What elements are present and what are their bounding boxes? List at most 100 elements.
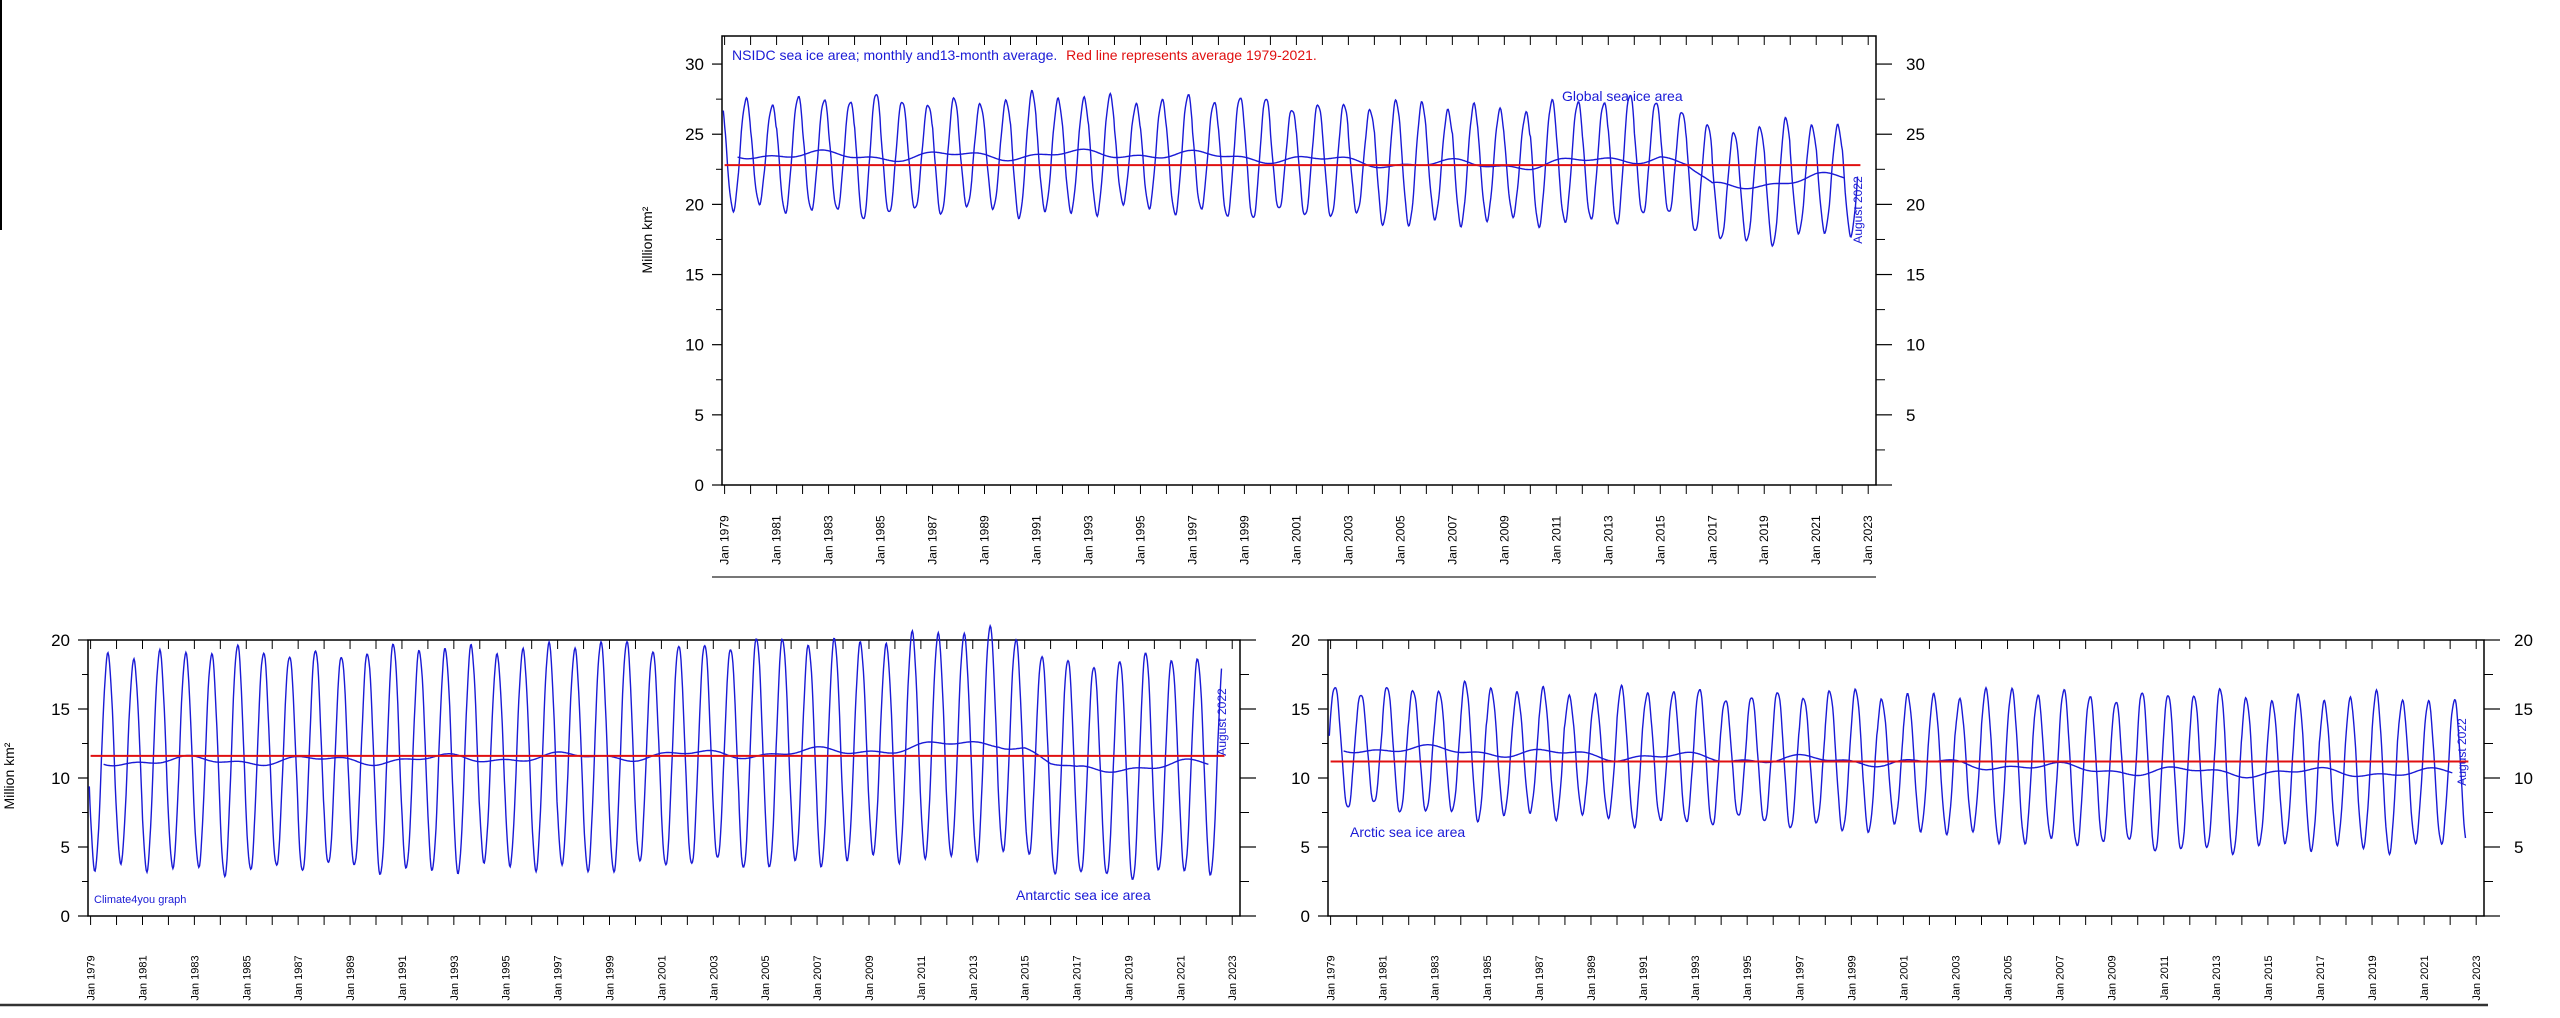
arctic-x-tick-label: Jan 2019 <box>2367 955 2379 1000</box>
global-x-tick-label: Jan 2019 <box>1757 515 1771 565</box>
arctic-x-tick-label: Jan 1979 <box>1326 955 1338 1000</box>
antarctic-y-tick-label: 5 <box>61 838 70 857</box>
arctic-right-y-tick-label: 10 <box>2514 769 2533 788</box>
arctic-x-tick-label: Jan 1995 <box>1742 955 1754 1000</box>
global-y-tick-label: 5 <box>695 406 704 425</box>
arctic-y-tick-label: 0 <box>1301 907 1310 926</box>
global-chart-title: Global sea ice area <box>1562 88 1683 104</box>
global-right-y-tick-label: 30 <box>1906 55 1925 74</box>
antarctic-y-tick-label: 20 <box>51 631 70 650</box>
arctic-right-y-tick-label: 20 <box>2514 631 2533 650</box>
arctic-y-tick-label: 5 <box>1301 838 1310 857</box>
antarctic-chart-title: Antarctic sea ice area <box>1016 887 1151 903</box>
global-x-tick-label: Jan 2005 <box>1393 515 1407 565</box>
antarctic-x-tick-label: Jan 1985 <box>241 955 253 1000</box>
arctic-x-tick-label: Jan 2021 <box>2419 955 2431 1000</box>
global-y-tick-label: 20 <box>685 195 704 214</box>
antarctic-x-tick-label: Jan 1983 <box>189 955 201 1000</box>
global-note-red: Red line represents average 1979-2021. <box>1066 47 1317 63</box>
global-x-tick-label: Jan 1985 <box>874 515 888 565</box>
global-x-tick-label: Jan 1987 <box>926 515 940 565</box>
arctic-x-tick-label: Jan 1981 <box>1378 955 1390 1000</box>
global-x-tick-label: Jan 1991 <box>1029 515 1043 565</box>
antarctic-x-tick-label: Jan 1997 <box>553 955 565 1000</box>
arctic-x-tick-label: Jan 2009 <box>2107 955 2119 1000</box>
arctic-chart-title: Arctic sea ice area <box>1350 824 1465 840</box>
antarctic-y-tick-label: 0 <box>61 907 70 926</box>
antarctic-x-tick-label: Jan 2023 <box>1227 955 1239 1000</box>
arctic-x-tick-label: Jan 2017 <box>2315 955 2327 1000</box>
antarctic-x-tick-label: Jan 2013 <box>968 955 980 1000</box>
arctic-x-tick-label: Jan 2011 <box>2159 956 2171 1000</box>
arctic-y-tick-label: 10 <box>1291 769 1310 788</box>
antarctic-x-tick-label: Jan 2001 <box>656 955 668 1000</box>
global-x-tick-label: Jan 1979 <box>718 515 732 565</box>
global-x-tick-label: Jan 1983 <box>822 515 836 565</box>
arctic-sea-ice-chart: Arctic sea ice area August 2022 0 5 10 15 20… <box>1291 631 2533 1001</box>
antarctic-x-tick-label: Jan 2011 <box>916 956 928 1000</box>
global-right-y-tick-label: 5 <box>1906 406 1915 425</box>
arctic-plot-frame <box>1327 639 2485 917</box>
antarctic-x-tick-label: Jan 2003 <box>708 955 720 1000</box>
arctic-x-tick-label: Jan 1987 <box>1534 955 1546 1000</box>
arctic-x-tick-label: Jan 1993 <box>1690 955 1702 1000</box>
antarctic-x-tick-label: Jan 1981 <box>137 955 149 1000</box>
antarctic-x-tick-label: Jan 2021 <box>1175 955 1187 1000</box>
antarctic-x-tick-label: Jan 1987 <box>293 955 305 1000</box>
global-x-tick-label: Jan 2013 <box>1601 515 1615 565</box>
global-right-y-tick-label: 20 <box>1906 195 1925 214</box>
antarctic-x-tick-label: Jan 2019 <box>1123 955 1135 1000</box>
arctic-x-tick-label: Jan 1999 <box>1846 955 1858 1000</box>
global-end-label: August 2022 <box>1851 176 1865 244</box>
global-x-tick-label: Jan 2011 <box>1549 515 1563 564</box>
antarctic-x-tick-label: Jan 1991 <box>397 955 409 1000</box>
global-x-tick-label: Jan 1989 <box>978 515 992 565</box>
global-monthly-series <box>722 89 1859 248</box>
global-x-tick-label: Jan 1997 <box>1185 515 1199 565</box>
global-x-tick-label: Jan 2015 <box>1653 515 1667 565</box>
global-x-tick-label: Jan 2017 <box>1705 515 1719 565</box>
arctic-monthly-series <box>1328 680 2467 857</box>
antarctic-monthly-series <box>88 623 1223 880</box>
antarctic-13-month-average <box>103 741 1209 773</box>
antarctic-x-tick-label: Jan 2017 <box>1072 955 1084 1000</box>
global-right-y-tick-label: 15 <box>1906 266 1925 285</box>
antarctic-x-tick-label: Jan 1993 <box>449 955 461 1000</box>
antarctic-x-tick-label: Jan 1979 <box>86 955 98 1000</box>
global-x-tick-label: Jan 1981 <box>770 515 784 565</box>
antarctic-y-axis-label: Million km² <box>1 742 17 809</box>
global-right-y-tick-label: 25 <box>1906 125 1925 144</box>
global-y-tick-label: 15 <box>685 266 704 285</box>
global-sea-ice-chart: NSIDC sea ice area; monthly and13-month … <box>639 35 1925 565</box>
antarctic-x-tick-label: Jan 1989 <box>345 955 357 1000</box>
arctic-x-tick-label: Jan 2015 <box>2263 955 2275 1000</box>
global-x-tick-label: Jan 1993 <box>1081 515 1095 565</box>
arctic-x-tick-label: Jan 2013 <box>2211 955 2223 1000</box>
global-x-tick-label: Jan 2021 <box>1809 515 1823 565</box>
global-x-tick-label: Jan 2007 <box>1445 515 1459 565</box>
global-header-note: NSIDC sea ice area; monthly and13-month … <box>732 47 1317 63</box>
arctic-x-tick-label: Jan 1985 <box>1482 955 1494 1000</box>
arctic-y-tick-label: 20 <box>1291 631 1310 650</box>
global-y-tick-label: 25 <box>685 125 704 144</box>
global-x-tick-label: Jan 2003 <box>1341 515 1355 565</box>
global-y-tick-label: 10 <box>685 336 704 355</box>
global-y-axis-label: Million km² <box>639 206 655 273</box>
global-y-tick-label: 0 <box>695 476 704 495</box>
antarctic-x-tick-label: Jan 2007 <box>812 955 824 1000</box>
antarctic-x-tick-label: Jan 1995 <box>501 955 513 1000</box>
antarctic-x-tick-label: Jan 2005 <box>760 955 772 1000</box>
arctic-x-tick-label: Jan 2007 <box>2055 955 2067 1000</box>
arctic-x-tick-label: Jan 2005 <box>2003 955 2015 1000</box>
arctic-right-y-tick-label: 5 <box>2514 838 2523 857</box>
arctic-x-tick-label: Jan 2003 <box>1950 955 1962 1000</box>
global-x-tick-label: Jan 2001 <box>1289 515 1303 565</box>
global-right-y-tick-label: 10 <box>1906 336 1925 355</box>
global-13-month-average <box>737 148 1845 190</box>
global-note-blue: NSIDC sea ice area; monthly and13-month … <box>732 47 1057 63</box>
global-x-tick-label: Jan 2009 <box>1497 515 1511 565</box>
arctic-right-y-tick-label: 15 <box>2514 700 2533 719</box>
antarctic-credit: Climate4you graph <box>94 894 186 906</box>
arctic-end-label: August 2022 <box>2455 718 2469 786</box>
